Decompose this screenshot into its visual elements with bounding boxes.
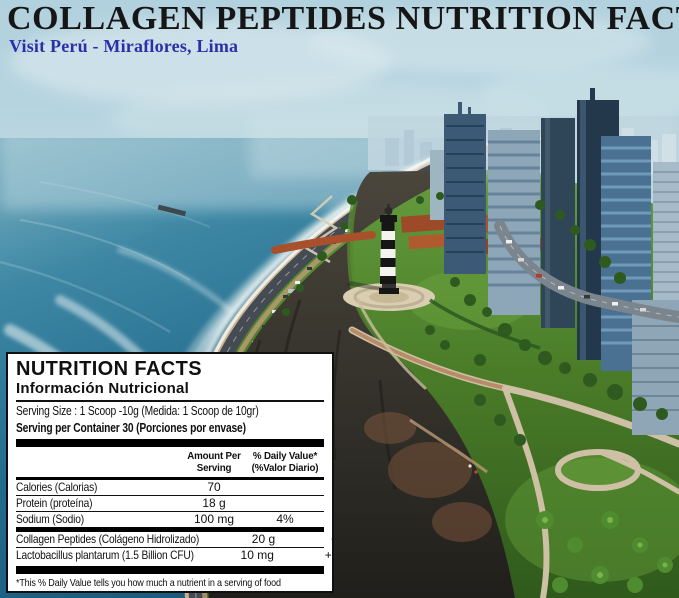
thick-divider-bottom — [16, 566, 324, 574]
thick-divider — [16, 439, 324, 447]
plaza — [343, 281, 435, 311]
page-subtitle: Visit Perú - Miraflores, Lima — [9, 36, 239, 56]
medium-divider — [16, 477, 324, 480]
table-row-calories: Calories (Calorias) 70 — [16, 480, 221, 494]
serving-size: Serving Size : 1 Scoop -10g (Medida: 1 S… — [16, 404, 259, 418]
table-row-sodium: Sodium (Sodio) 100 mg 4% — [16, 511, 324, 527]
malecon-road — [494, 220, 679, 323]
jetty — [157, 204, 187, 217]
table-row-lactobacillus: Lactobacillus plantarum (1.5 Billion CFU… — [16, 547, 332, 562]
road-cars — [506, 240, 646, 312]
lighthouse-icon — [379, 204, 399, 294]
pedestrian-dot — [474, 470, 478, 474]
switchback-path — [303, 195, 339, 264]
park-paths — [348, 298, 679, 598]
daily-value-footnote: *This % Daily Value tells you how much a… — [16, 577, 281, 591]
amount-column-header: Amount Per Serving — [187, 450, 241, 474]
servings-per-container: Serving per Container 30 (Porciones por … — [16, 421, 246, 435]
page-title: COLLAGEN PEPTIDES NUTRITION FACTS — [7, 0, 679, 37]
city-buildings — [430, 88, 679, 435]
trees — [282, 192, 673, 593]
panel-title: NUTRITION FACTS — [16, 358, 202, 380]
panel-subtitle: Información Nutricional — [16, 380, 324, 402]
daily-value-column-header: % Daily Value* (%Valor Diario) — [251, 450, 319, 474]
section-divider — [16, 527, 324, 532]
table-row-protein: Protein (proteína) 18 g — [16, 495, 324, 511]
nutrition-facts-panel: NUTRITION FACTS Información Nutricional … — [6, 352, 334, 593]
table-row-collagen: Collagen Peptides (Colágeno Hidrolizado)… — [16, 532, 332, 546]
spacer-cell — [22, 450, 176, 474]
column-headers: Amount Per Serving % Daily Value* (%Valo… — [16, 447, 324, 476]
nutrient-rows: Calories (Calorias) 70 Protein (proteína… — [16, 480, 332, 563]
pedestrian-dot — [468, 464, 472, 468]
